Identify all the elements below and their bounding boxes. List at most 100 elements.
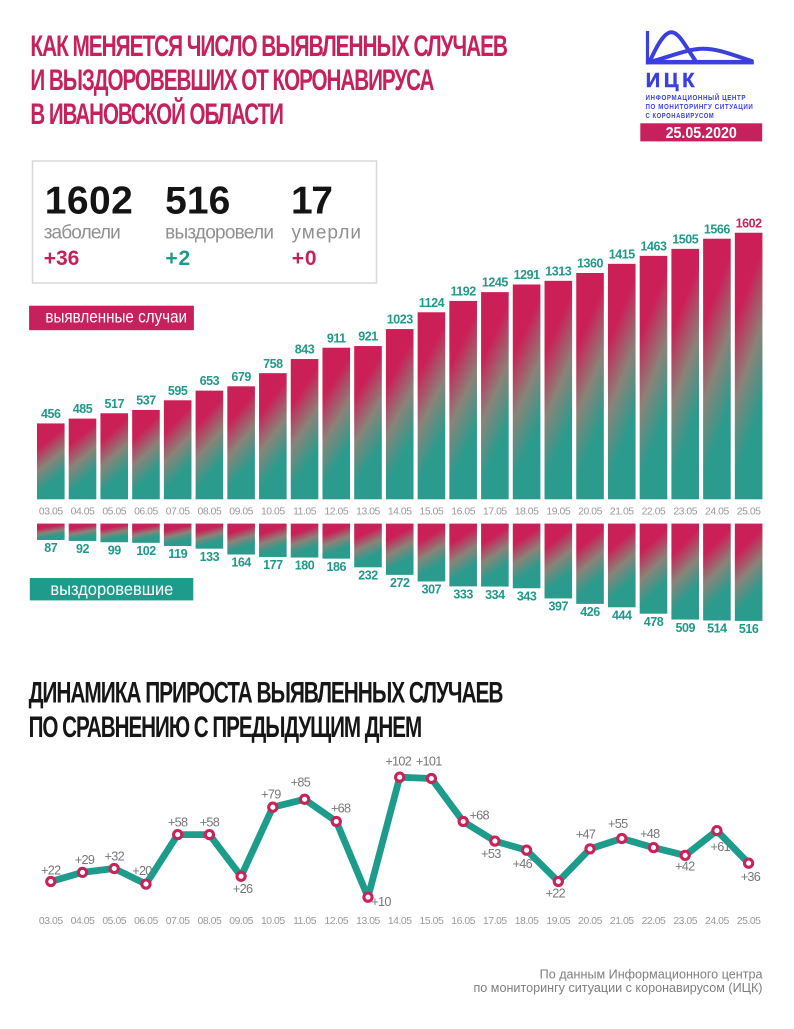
svg-text:+22: +22 (41, 864, 61, 878)
svg-text:16.05: 16.05 (451, 916, 475, 927)
svg-text:1245: 1245 (482, 276, 509, 290)
svg-text:22.05: 22.05 (642, 916, 666, 927)
svg-text:08.05: 08.05 (198, 506, 222, 517)
svg-text:1415: 1415 (609, 247, 636, 261)
svg-text:1023: 1023 (387, 313, 414, 327)
svg-text:11.05: 11.05 (293, 506, 317, 517)
svg-text:17.05: 17.05 (483, 506, 507, 517)
svg-text:517: 517 (104, 397, 124, 411)
svg-text:426: 426 (580, 605, 600, 619)
svg-text:343: 343 (517, 589, 537, 603)
svg-text:133: 133 (200, 550, 220, 564)
svg-text:679: 679 (231, 370, 251, 384)
svg-text:умерли: умерли (292, 223, 363, 244)
svg-text:+36: +36 (741, 870, 761, 884)
svg-text:+32: +32 (105, 849, 125, 863)
svg-text:1124: 1124 (419, 296, 445, 310)
svg-text:+0: +0 (292, 247, 318, 270)
svg-text:21.05: 21.05 (610, 506, 634, 517)
svg-text:03.05: 03.05 (39, 916, 63, 927)
svg-text:99: 99 (108, 543, 122, 557)
svg-text:+53: +53 (481, 847, 501, 861)
svg-text:516: 516 (165, 179, 230, 222)
svg-text:+2: +2 (165, 247, 191, 270)
svg-text:22.05: 22.05 (642, 506, 666, 517)
svg-text:1291: 1291 (514, 268, 541, 282)
svg-text:516: 516 (739, 622, 759, 636)
svg-text:177: 177 (263, 558, 283, 572)
svg-text:25.05.2020: 25.05.2020 (666, 124, 737, 142)
svg-text:+58: +58 (168, 816, 188, 830)
svg-text:1313: 1313 (545, 264, 572, 278)
svg-text:ДИНАМИКА ПРИРОСТА ВЫЯВЛЕННЫХ С: ДИНАМИКА ПРИРОСТА ВЫЯВЛЕННЫХ СЛУЧАЕВ (29, 677, 503, 709)
svg-text:+102: +102 (385, 754, 411, 768)
svg-text:397: 397 (549, 600, 569, 614)
svg-text:КАК МЕНЯЕТСЯ ЧИСЛО ВЫЯВЛЕННЫХ: КАК МЕНЯЕТСЯ ЧИСЛО ВЫЯВЛЕННЫХ СЛУЧАЕВ (30, 30, 507, 62)
svg-text:334: 334 (485, 588, 505, 602)
svg-text:+79: +79 (261, 787, 281, 801)
svg-text:+20: +20 (132, 864, 152, 878)
svg-text:514: 514 (707, 622, 727, 636)
svg-text:15.05: 15.05 (420, 916, 444, 927)
svg-text:12.05: 12.05 (324, 506, 348, 517)
svg-text:+68: +68 (469, 809, 489, 823)
svg-text:307: 307 (422, 583, 442, 597)
svg-text:509: 509 (675, 621, 695, 635)
svg-text:595: 595 (168, 384, 188, 398)
svg-text:87: 87 (44, 541, 58, 555)
svg-text:13.05: 13.05 (356, 916, 380, 927)
svg-text:+10: +10 (371, 895, 391, 909)
svg-text:102: 102 (136, 544, 156, 558)
svg-text:+42: +42 (675, 859, 695, 873)
svg-text:+29: +29 (75, 853, 95, 867)
svg-text:+61: +61 (711, 840, 731, 854)
svg-text:843: 843 (295, 343, 315, 357)
svg-text:+47: +47 (576, 828, 596, 842)
svg-text:456: 456 (41, 407, 61, 421)
svg-text:20.05: 20.05 (578, 506, 602, 517)
svg-text:выздоровевшие: выздоровевшие (50, 578, 173, 599)
svg-text:07.05: 07.05 (166, 916, 190, 927)
svg-text:24.05: 24.05 (705, 506, 729, 517)
svg-text:03.05: 03.05 (39, 506, 63, 517)
svg-text:23.05: 23.05 (673, 506, 697, 517)
svg-text:25.05: 25.05 (737, 506, 761, 517)
svg-text:05.05: 05.05 (102, 506, 126, 517)
svg-text:485: 485 (73, 402, 93, 416)
svg-text:13.05: 13.05 (356, 506, 380, 517)
svg-text:1566: 1566 (704, 222, 731, 236)
svg-text:12.05: 12.05 (324, 916, 348, 927)
svg-text:186: 186 (327, 560, 347, 574)
svg-text:333: 333 (453, 588, 473, 602)
svg-text:14.05: 14.05 (388, 916, 412, 927)
svg-text:+58: +58 (200, 816, 220, 830)
svg-text:В ИВАНОВСКОЙ ОБЛАСТИ: В ИВАНОВСКОЙ ОБЛАСТИ (30, 96, 282, 131)
svg-text:21.05: 21.05 (610, 916, 634, 927)
svg-text:+85: +85 (291, 776, 311, 790)
svg-text:92: 92 (76, 542, 90, 556)
svg-text:ИЦК: ИЦК (646, 70, 699, 92)
svg-text:19.05: 19.05 (546, 506, 570, 517)
svg-text:10.05: 10.05 (261, 916, 285, 927)
svg-text:17: 17 (291, 179, 332, 222)
svg-text:06.05: 06.05 (134, 916, 158, 927)
svg-text:23.05: 23.05 (673, 916, 697, 927)
svg-text:1360: 1360 (577, 257, 604, 271)
svg-text:1463: 1463 (640, 239, 667, 253)
svg-text:ПО СРАВНЕНИЮ С ПРЕДЫДУЩИМ ДНЕМ: ПО СРАВНЕНИЮ С ПРЕДЫДУЩИМ ДНЕМ (29, 711, 422, 744)
svg-text:+55: +55 (608, 817, 628, 831)
svg-text:444: 444 (612, 608, 632, 622)
svg-text:16.05: 16.05 (451, 506, 475, 517)
svg-text:14.05: 14.05 (388, 506, 412, 517)
svg-text:164: 164 (231, 556, 251, 570)
svg-text:+46: +46 (513, 857, 533, 871)
svg-text:04.05: 04.05 (71, 916, 95, 927)
svg-text:653: 653 (200, 374, 220, 388)
svg-text:272: 272 (390, 576, 410, 590)
svg-text:+48: +48 (640, 827, 660, 841)
svg-text:09.05: 09.05 (229, 916, 253, 927)
svg-text:11.05: 11.05 (293, 916, 317, 927)
svg-text:18.05: 18.05 (515, 506, 539, 517)
svg-text:478: 478 (644, 615, 664, 629)
svg-text:+101: +101 (416, 754, 442, 768)
